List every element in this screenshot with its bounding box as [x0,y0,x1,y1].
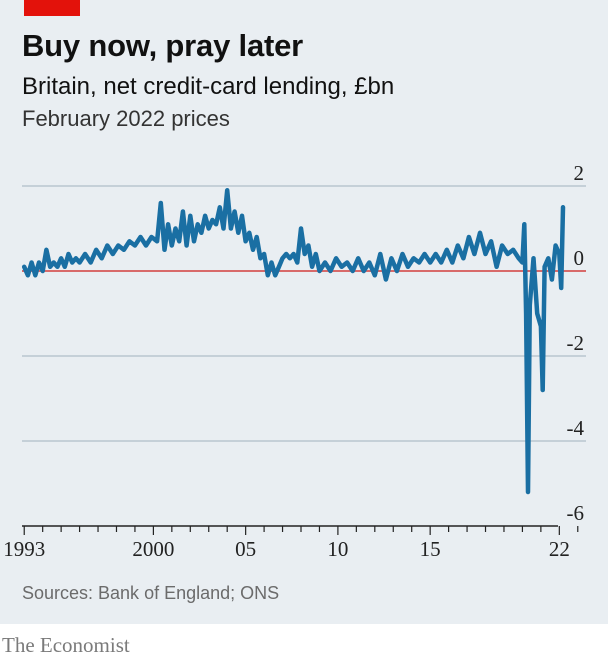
x-tick-label: 15 [420,537,441,561]
y-tick-label: 2 [574,161,585,185]
y-axis-labels: 2 0 -2 -4 -6 [567,161,585,525]
line-chart: 1993 2000 05 10 15 22 2 0 -2 -4 -6 [3,161,586,561]
x-tick-label: 10 [327,537,348,561]
x-tick-label: 22 [549,537,570,561]
series-line [21,188,566,495]
y-tick-label: -4 [567,416,585,440]
chart-subtitle: Britain, net credit-card lending, £bn [22,73,395,100]
x-axis: 1993 2000 05 10 15 22 [3,525,579,561]
chart-panel [0,0,608,624]
x-tick-label: 1993 [3,537,45,561]
y-tick-label: 0 [574,246,585,270]
brand-logo: The Economist [2,633,130,657]
x-tick-label: 05 [235,537,256,561]
chart-note: February 2022 prices [22,106,230,131]
grid-layer [22,185,586,442]
series-layer [21,188,566,495]
chart-title: Buy now, pray later [22,28,304,63]
y-tick-label: -6 [567,501,585,525]
brand-tab [24,0,80,16]
source-note: Sources: Bank of England; ONS [22,583,280,603]
y-tick-label: -2 [567,331,585,355]
x-tick-label: 2000 [132,537,174,561]
